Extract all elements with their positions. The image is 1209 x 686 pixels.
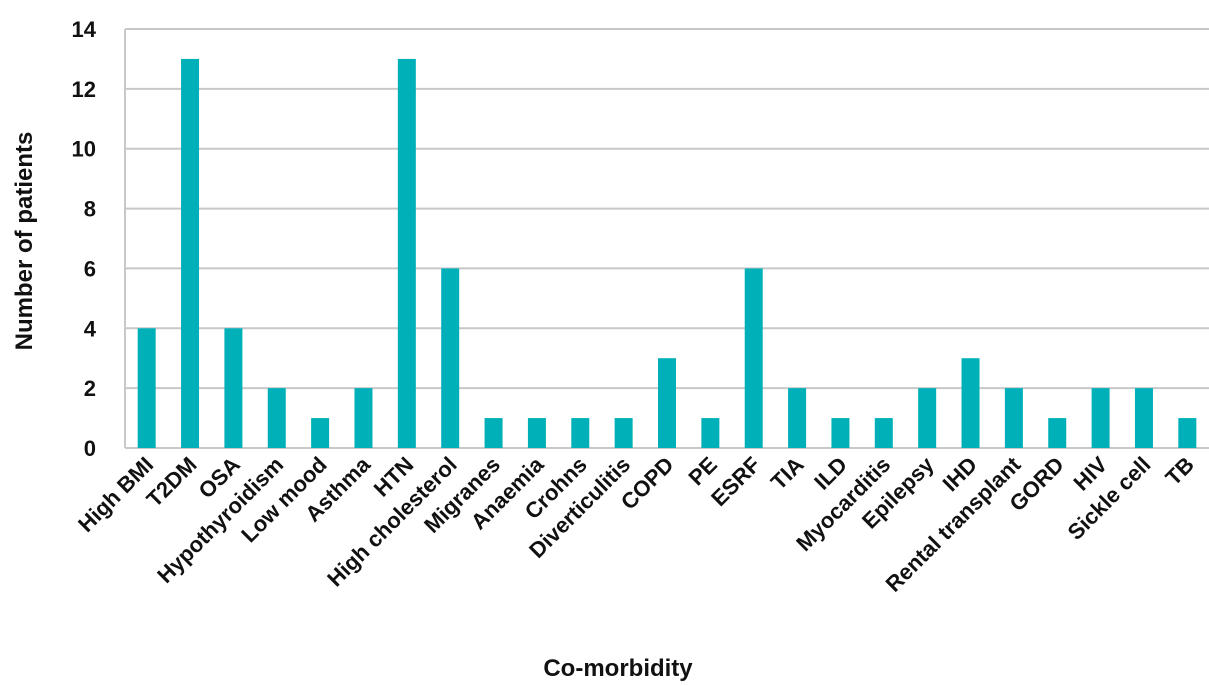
x-category-label: TB [1160, 452, 1198, 490]
y-tick-label: 4 [84, 316, 97, 341]
bar [441, 268, 460, 448]
x-category-label: Sickle cell [1063, 452, 1156, 545]
bar [267, 388, 286, 448]
bar [1091, 388, 1110, 448]
bar [744, 268, 763, 448]
x-category-label: T2DM [142, 452, 202, 512]
bar [1178, 418, 1197, 448]
bar [874, 418, 893, 448]
y-tick-label: 10 [72, 137, 96, 162]
bar [354, 388, 373, 448]
bar [1048, 418, 1067, 448]
bars [137, 58, 1197, 449]
bar [961, 358, 980, 448]
gridlines [124, 28, 1209, 449]
bar [1134, 388, 1153, 448]
bar [701, 418, 720, 448]
bar [527, 418, 546, 448]
y-axis-ticks: 0 2 4 6 8 10 12 14 [72, 17, 97, 461]
y-tick-label: 12 [72, 77, 96, 102]
x-axis-title: Co-morbidity [543, 655, 693, 682]
y-tick-label: 6 [84, 256, 96, 281]
bar [788, 388, 807, 448]
bar [484, 418, 503, 448]
bar [831, 418, 850, 448]
x-category-label: ESRF [706, 452, 765, 511]
bar [311, 418, 330, 448]
y-axis-title: Number of patients [11, 132, 38, 351]
bar [918, 388, 937, 448]
bar [614, 418, 633, 448]
x-category-label: TIA [766, 452, 809, 495]
bar [658, 358, 676, 448]
y-tick-label: 8 [84, 197, 96, 222]
y-tick-label: 2 [84, 376, 96, 401]
bar [137, 328, 156, 448]
bar [1004, 388, 1023, 448]
y-tick-label: 14 [72, 17, 97, 42]
bar [571, 418, 590, 448]
y-tick-label: 0 [84, 436, 96, 461]
bar [224, 328, 243, 448]
bar [397, 58, 416, 449]
bar [181, 58, 200, 449]
